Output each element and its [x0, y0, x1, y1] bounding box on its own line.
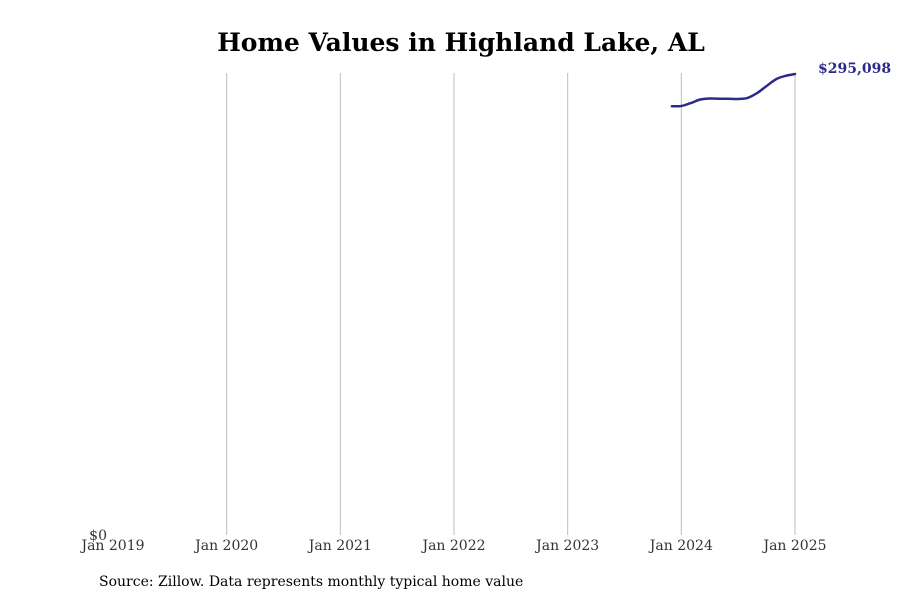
x-tick-label: Jan 2024	[648, 538, 713, 554]
y-axis-tick-labels: $0	[89, 528, 107, 544]
x-tick-label: Jan 2023	[534, 538, 599, 554]
chart-title: Home Values in Highland Lake, AL	[217, 28, 705, 57]
x-tick-label: Jan 2025	[761, 538, 826, 554]
x-tick-label: Jan 2019	[79, 538, 144, 554]
x-axis-tick-labels: Jan 2019 Jan 2020 Jan 2021 Jan 2022 Jan 2023…	[79, 538, 826, 554]
x-tick-label: Jan 2021	[307, 538, 372, 554]
y-tick-label: $0	[89, 528, 107, 544]
series-line	[670, 72, 797, 108]
grid-lines	[226, 73, 796, 535]
data-labels: $295,098	[818, 61, 891, 77]
x-tick-label: Jan 2020	[193, 538, 258, 554]
source-note: Source: Zillow. Data represents monthly …	[99, 574, 524, 590]
x-tick-label: Jan 2022	[420, 538, 485, 554]
series-group	[670, 72, 797, 108]
end-value-label: $295,098	[818, 61, 891, 77]
